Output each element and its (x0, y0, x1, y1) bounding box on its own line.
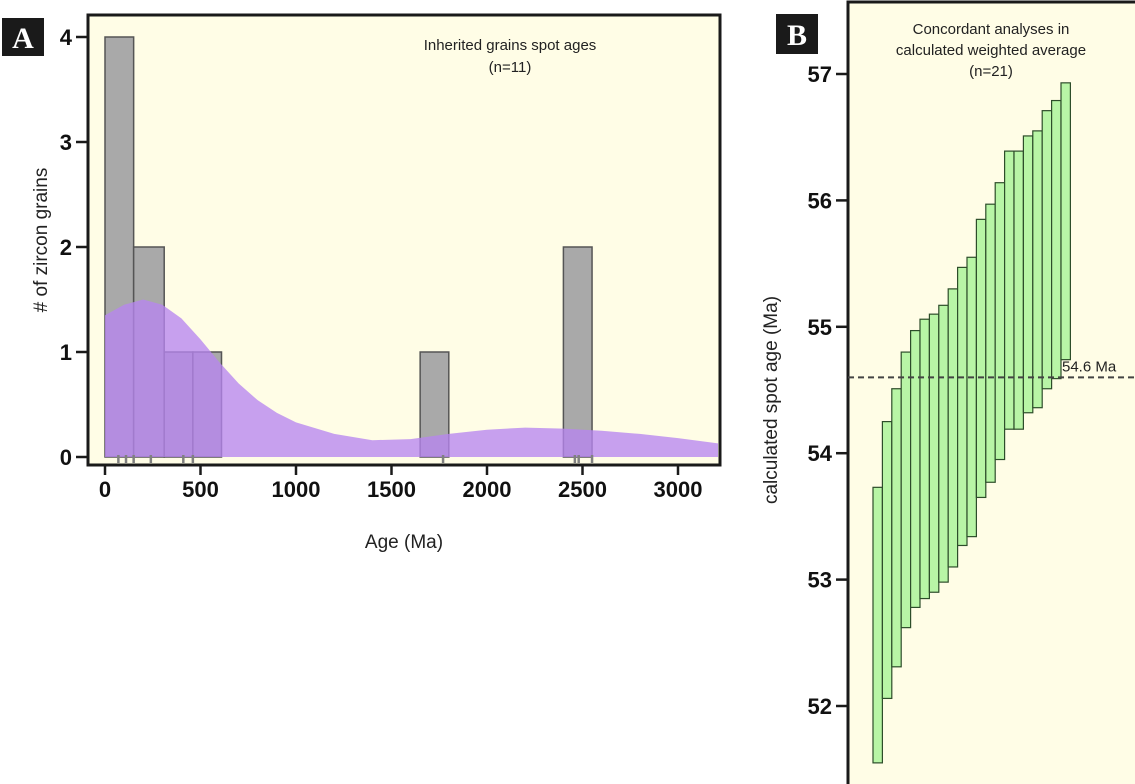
panel-b-mean-label: 54.6 Ma (1062, 358, 1117, 375)
error-box (985, 203, 996, 483)
error-box (994, 182, 1006, 461)
y-tick-label: 1 (60, 340, 72, 365)
panel-a-x-axis-title: Age (Ma) (365, 532, 443, 553)
panel-a-x-axis: 0 500 1000 1500 2000 2500 3000 (99, 465, 703, 502)
error-box (1060, 82, 1071, 361)
y-tick-label: 52 (808, 694, 832, 719)
panel-b-tag-background (776, 14, 818, 54)
x-tick-label: 3000 (654, 477, 703, 502)
error-box (881, 421, 893, 700)
panel-b-y-axis: 52 53 54 55 56 57 (808, 62, 848, 719)
panel-a-density-curve (105, 299, 718, 457)
error-box (966, 256, 977, 538)
panel-b-subtitle: (n=21) (969, 63, 1013, 80)
panel-a-tag: A (12, 22, 34, 55)
y-tick-label: 2 (60, 235, 72, 260)
error-box (1041, 110, 1053, 390)
error-box (947, 288, 959, 568)
error-box (909, 329, 921, 609)
error-box (975, 218, 987, 499)
error-box (1003, 150, 1015, 430)
x-tick-label: 1000 (272, 477, 321, 502)
error-box (1022, 135, 1034, 414)
x-tick-label: 2000 (463, 477, 512, 502)
y-tick-label: 54 (808, 441, 833, 466)
error-box (891, 388, 902, 668)
panel-b-error-boxes (872, 82, 1071, 764)
panel-a: 0 500 1000 1500 2000 2500 3000 0 1 2 3 4 A Inherit… (2, 13, 722, 553)
y-tick-label: 55 (808, 315, 832, 340)
panel-b: 54.6 Ma 52 53 54 55 56 57 B Concordant analys… (761, 0, 1135, 784)
panel-a-y-axis: 0 1 2 3 4 (60, 25, 88, 470)
y-tick-label: 0 (60, 445, 72, 470)
y-tick-label: 53 (808, 568, 832, 593)
panel-b-y-axis-title: calculated spot age (Ma) (761, 296, 782, 504)
error-box (1032, 130, 1043, 409)
x-tick-label: 2500 (558, 477, 607, 502)
error-box (1050, 99, 1062, 380)
panel-a-tag-background (2, 18, 44, 56)
panel-b-title-line-2: calculated weighted average (896, 42, 1086, 59)
error-box (928, 313, 940, 593)
x-tick-label: 500 (182, 477, 219, 502)
panel-a-y-axis-title: # of zircon grains (31, 168, 52, 313)
y-tick-label: 4 (60, 25, 73, 50)
error-box (872, 486, 883, 764)
panel-b-tag: B (787, 19, 807, 52)
x-tick-label: 1500 (367, 477, 416, 502)
panel-b-title-line-1: Concordant analyses in (913, 21, 1070, 38)
y-tick-label: 3 (60, 130, 72, 155)
error-box (1013, 150, 1024, 430)
error-box (956, 266, 968, 547)
panel-a-title: Inherited grains spot ages (424, 37, 597, 54)
x-tick-label: 0 (99, 477, 111, 502)
y-tick-label: 57 (808, 62, 832, 87)
error-box (938, 304, 949, 583)
panel-a-rug-marks (117, 455, 594, 463)
error-box (900, 351, 912, 629)
histogram-bar (562, 246, 593, 458)
panel-a-subtitle: (n=11) (489, 59, 532, 76)
error-box (919, 318, 930, 600)
y-tick-label: 56 (808, 188, 832, 213)
